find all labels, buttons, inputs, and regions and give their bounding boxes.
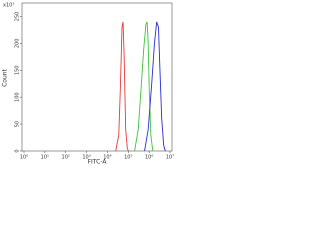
x-tick-label: 10³ — [82, 155, 90, 161]
plot-frame — [21, 2, 173, 152]
histogram-line — [115, 21, 129, 152]
page: {"chart_data": {"type": "line", "corner_… — [0, 0, 177, 167]
chart: x10¹ FITC-A Count 0 50 100 150 200 250 10⁰ 10¹ 1… — [2, 2, 175, 166]
y-tick-label: 100 — [15, 92, 21, 102]
x-tick-label: 10⁵ — [124, 155, 132, 161]
y-axis-title: Count — [2, 68, 9, 86]
y-tick-label: 200 — [15, 39, 21, 49]
histogram-line — [144, 21, 166, 152]
x-tick-label: 10² — [62, 155, 70, 161]
x-tick-label: 10⁴ — [103, 155, 111, 161]
corner-label: x10¹ — [3, 3, 14, 9]
x-tick-label: 10⁰ — [20, 155, 28, 161]
y-tick-label: 250 — [15, 12, 21, 22]
y-tick-label: 50 — [15, 121, 21, 127]
y-tick-label: 0 — [15, 149, 21, 152]
x-tick-label: 10¹ — [41, 155, 49, 161]
x-tick-label: 10⁶ — [145, 155, 153, 161]
x-tick-label: 10⁷ — [166, 155, 174, 161]
x-axis-title: FITC-A — [88, 159, 108, 166]
histogram-line — [134, 21, 154, 152]
y-tick-label: 150 — [15, 65, 21, 75]
